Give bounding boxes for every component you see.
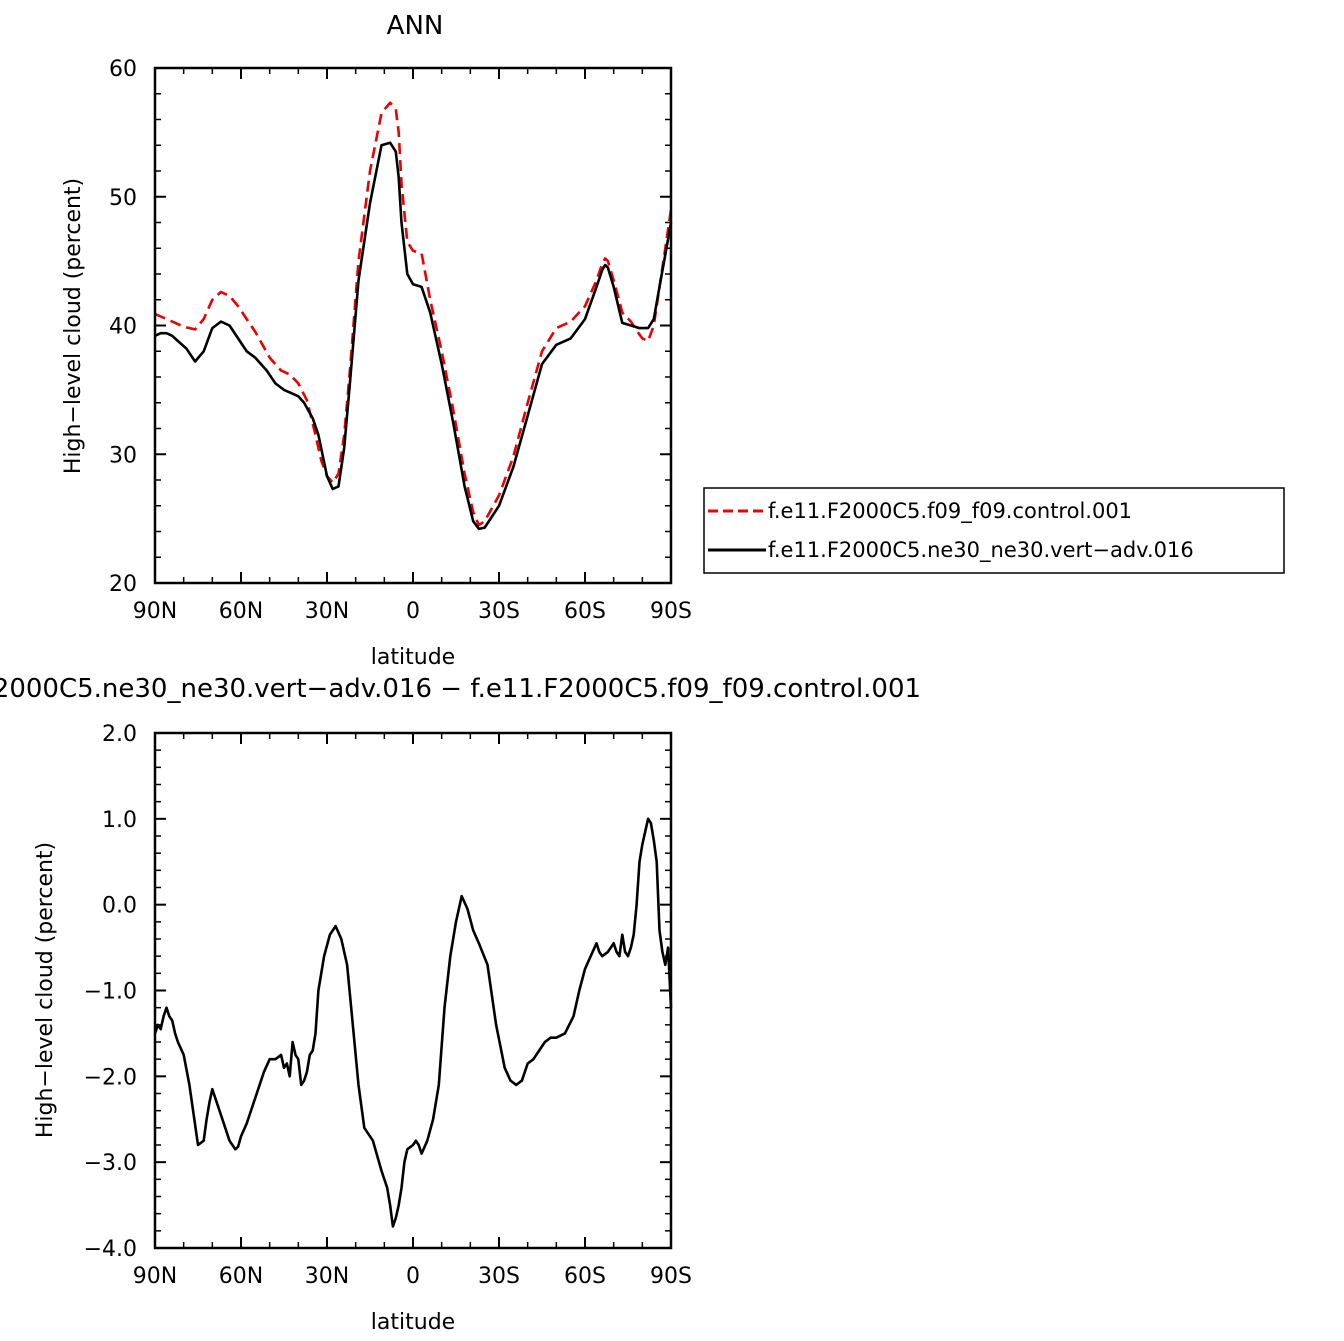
- legend-entry-control: f.e11.F2000C5.f09_f09.control.001: [768, 499, 1132, 524]
- top-chart-title: ANN: [387, 11, 444, 41]
- bottom-x-tick-label: 30N: [305, 1264, 349, 1289]
- bottom-plot-frame: [153, 731, 673, 1250]
- legend: f.e11.F2000C5.f09_f09.control.001 f.e11.…: [703, 487, 1285, 574]
- top-tick-group: 90N 60N 30N 0 30S 60S 90S 20 30 40 50 60: [109, 57, 692, 624]
- bottom-y-tick-label: −3.0: [84, 1151, 137, 1176]
- top-x-tick-label: 60S: [564, 599, 606, 624]
- top-series-line-1: [154, 141, 673, 531]
- top-x-tick-label: 30N: [305, 599, 349, 624]
- bottom-chart-title: f.e11.F2000C5.ne30_ne30.vert−adv.016 − f…: [0, 674, 921, 704]
- bottom-tick-group: 90N 60N 30N 0 30S 60S 90S −4.0 −3.0 −2.0 −1.0 0.0 1.…: [84, 722, 692, 1289]
- bottom-series-line-0: [153, 817, 673, 1228]
- bottom-x-axis-label: latitude: [371, 1310, 455, 1335]
- bottom-y-tick-label: 2.0: [102, 722, 137, 747]
- top-plot-frame: [153, 66, 673, 585]
- top-y-tick-label: 40: [109, 315, 137, 340]
- top-x-tick-label: 30S: [478, 599, 520, 624]
- bottom-x-tick-label: 60S: [564, 1264, 606, 1289]
- top-panel: ANN 90N 60N 30N 0 30S 60S 90S 20 30 40 50 60 latitu…: [61, 11, 692, 670]
- bottom-x-tick-label: 30S: [478, 1264, 520, 1289]
- top-series-group: [154, 101, 673, 531]
- bottom-x-tick-label: 60N: [219, 1264, 263, 1289]
- top-y-tick-label: 60: [109, 57, 137, 82]
- legend-entry-vert-adv: f.e11.F2000C5.ne30_ne30.vert−adv.016: [768, 538, 1194, 563]
- top-x-tick-label: 90S: [650, 599, 692, 624]
- legend-box: [703, 487, 1285, 574]
- bottom-y-tick-label: −2.0: [84, 1065, 137, 1090]
- bottom-x-tick-label: 90S: [650, 1264, 692, 1289]
- bottom-series-group: [153, 817, 673, 1228]
- bottom-x-tick-label: 0: [406, 1264, 420, 1289]
- bottom-y-tick-label: 1.0: [102, 808, 137, 833]
- top-y-tick-label: 50: [109, 186, 137, 211]
- bottom-x-tick-label: 90N: [133, 1264, 177, 1289]
- top-series-line-0: [154, 101, 673, 527]
- top-y-tick-label: 30: [109, 443, 137, 468]
- bottom-y-tick-label: −4.0: [84, 1237, 137, 1262]
- bottom-y-tick-label: −1.0: [84, 980, 137, 1005]
- top-y-tick-label: 20: [109, 572, 137, 597]
- top-x-tick-label: 90N: [133, 599, 177, 624]
- top-x-tick-label: 0: [406, 599, 420, 624]
- bottom-y-tick-label: 0.0: [102, 894, 137, 919]
- bottom-y-axis-label: High−level cloud (percent): [33, 842, 58, 1138]
- top-x-tick-label: 60N: [219, 599, 263, 624]
- top-x-axis-label: latitude: [371, 645, 455, 670]
- top-y-axis-label: High−level cloud (percent): [61, 178, 86, 474]
- bottom-panel: f.e11.F2000C5.ne30_ne30.vert−adv.016 − f…: [0, 674, 921, 1335]
